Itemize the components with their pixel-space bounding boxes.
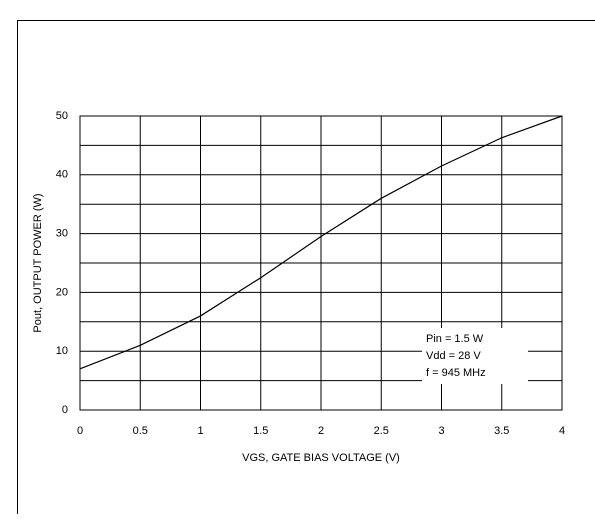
y-tick-label: 0 <box>62 404 68 416</box>
x-tick-label: 3.5 <box>494 425 509 437</box>
annotation: Vdd = 28 V <box>426 350 481 362</box>
x-tick-label: 0 <box>77 425 83 437</box>
x-tick-label: 2 <box>318 425 324 437</box>
x-axis-label: VGS, GATE BIAS VOLTAGE (V) <box>242 452 400 464</box>
annotation: Pin = 1.5 W <box>426 333 484 345</box>
y-tick-label: 40 <box>56 169 68 181</box>
x-tick-label: 1 <box>197 425 203 437</box>
x-tick-label: 4 <box>559 425 565 437</box>
y-axis-label: Pout, OUTPUT POWER (W) <box>32 193 44 332</box>
frame <box>18 21 595 515</box>
y-tick-label: 50 <box>56 110 68 122</box>
y-tick-label: 20 <box>56 286 68 298</box>
x-tick-label: 1.5 <box>253 425 268 437</box>
x-tick-label: 2.5 <box>374 425 389 437</box>
y-tick-label: 30 <box>56 228 68 240</box>
x-tick-label: 0.5 <box>133 425 148 437</box>
x-tick-label: 3 <box>438 425 444 437</box>
annotation: f = 945 MHz <box>426 367 486 379</box>
y-tick-label: 10 <box>56 345 68 357</box>
